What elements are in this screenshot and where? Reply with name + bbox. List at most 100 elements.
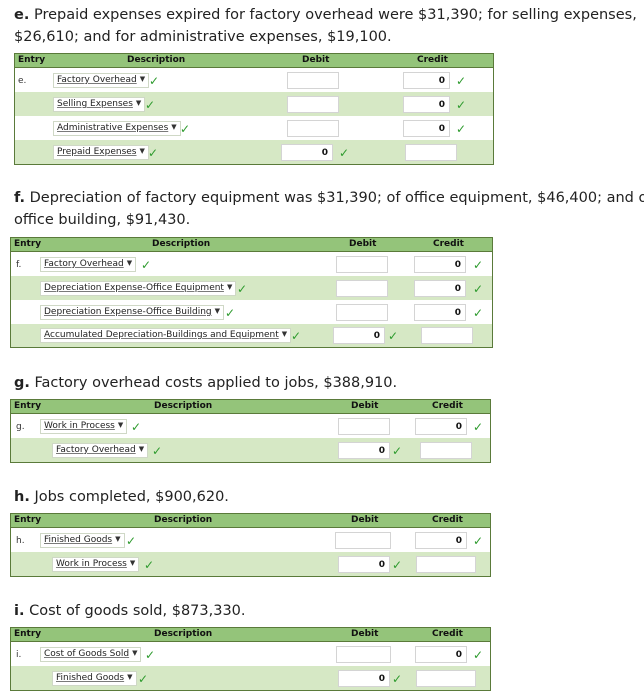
- entry-label: e.: [18, 76, 27, 86]
- prompt-line-1: Depreciation of factory equipment was $3…: [29, 190, 644, 206]
- table-row: g. Work in Process ▼ ✓ 0 ✓: [11, 414, 490, 438]
- column-credit: Credit: [433, 239, 464, 249]
- section-f-prompt: f. Depreciation of factory equipment was…: [14, 187, 644, 209]
- section-e-prompt: e. Prepaid expenses expired for factory …: [14, 4, 637, 26]
- account-label: Factory Overhead: [56, 445, 136, 455]
- account-dropdown[interactable]: Accumulated Depreciation-Buildings and E…: [40, 328, 292, 343]
- debit-input[interactable]: [335, 532, 391, 549]
- debit-input[interactable]: 0: [338, 442, 390, 459]
- account-dropdown[interactable]: Selling Expenses ▼: [53, 97, 146, 112]
- checkmark-icon: ✓: [145, 98, 156, 112]
- checkmark-icon: ✓: [141, 258, 152, 272]
- account-dropdown[interactable]: Finished Goods ▼: [40, 533, 125, 548]
- table-row: Accumulated Depreciation-Buildings and E…: [11, 324, 492, 347]
- account-dropdown[interactable]: Factory Overhead ▼: [53, 73, 150, 88]
- checkmark-icon: ✓: [473, 306, 484, 320]
- account-label: Cost of Goods Sold: [44, 649, 130, 659]
- debit-input[interactable]: [336, 280, 388, 297]
- column-description: Description: [154, 629, 213, 639]
- entry-label: f.: [16, 260, 22, 270]
- checkmark-icon: ✓: [473, 282, 484, 296]
- account-dropdown[interactable]: Work in Process ▼: [40, 419, 128, 434]
- checkmark-icon: ✓: [145, 648, 156, 662]
- account-label: Administrative Expenses: [57, 123, 169, 133]
- checkmark-icon: ✓: [456, 122, 467, 136]
- caret-down-icon: ▼: [135, 99, 142, 107]
- section-letter: g.: [14, 375, 30, 391]
- account-label: Depreciation Expense-Office Equipment: [44, 283, 224, 293]
- credit-input[interactable]: [420, 442, 472, 459]
- section-i: i. Cost of goods sold, $873,330.: [14, 600, 246, 622]
- account-label: Selling Expenses: [57, 99, 133, 109]
- credit-input[interactable]: 0: [403, 72, 450, 89]
- caret-down-icon: ▼: [129, 559, 136, 567]
- account-dropdown[interactable]: Factory Overhead ▼: [52, 443, 149, 458]
- column-debit: Debit: [351, 629, 379, 639]
- debit-input[interactable]: 0: [338, 670, 390, 687]
- account-label: Depreciation Expense-Office Building: [44, 307, 212, 317]
- account-label: Prepaid Expenses: [57, 147, 137, 157]
- credit-input[interactable]: [416, 670, 476, 687]
- debit-input[interactable]: [338, 418, 390, 435]
- prompt-line-2: $26,610; and for administrative expenses…: [14, 29, 392, 45]
- credit-input[interactable]: [421, 327, 473, 344]
- debit-input[interactable]: [287, 120, 339, 137]
- table-row: Depreciation Expense-Office Building ▼ ✓ …: [11, 300, 492, 324]
- credit-input[interactable]: 0: [403, 120, 450, 137]
- table-row: Factory Overhead ▼ ✓ 0 ✓: [11, 438, 490, 462]
- credit-input[interactable]: 0: [415, 418, 467, 435]
- credit-input[interactable]: 0: [415, 646, 467, 663]
- checkmark-icon: ✓: [456, 98, 467, 112]
- checkmark-icon: ✓: [392, 672, 403, 686]
- debit-input[interactable]: [287, 96, 339, 113]
- section-h-prompt: h. Jobs completed, $900,620.: [14, 486, 229, 508]
- account-dropdown[interactable]: Work in Process ▼: [52, 557, 140, 572]
- table-header: Entry Description Debit Credit: [11, 238, 492, 252]
- column-debit: Debit: [351, 401, 379, 411]
- account-dropdown[interactable]: Finished Goods ▼: [52, 671, 137, 686]
- credit-input[interactable]: 0: [414, 304, 466, 321]
- account-dropdown[interactable]: Factory Overhead ▼: [40, 257, 137, 272]
- credit-input[interactable]: [416, 556, 476, 573]
- section-letter: h.: [14, 489, 30, 505]
- credit-input[interactable]: 0: [403, 96, 450, 113]
- column-description: Description: [154, 515, 213, 525]
- account-dropdown[interactable]: Prepaid Expenses ▼: [53, 145, 149, 160]
- caret-down-icon: ▼: [126, 259, 133, 267]
- column-credit: Credit: [432, 515, 463, 525]
- table-header: Entry Description Debit Credit: [11, 400, 490, 414]
- account-dropdown[interactable]: Cost of Goods Sold ▼: [40, 647, 142, 662]
- credit-input[interactable]: [405, 144, 457, 161]
- credit-input[interactable]: 0: [415, 532, 467, 549]
- table-row: Depreciation Expense-Office Equipment ▼ ✓…: [11, 276, 492, 300]
- account-dropdown[interactable]: Administrative Expenses ▼: [53, 121, 181, 136]
- debit-input[interactable]: [287, 72, 339, 89]
- caret-down-icon: ▼: [132, 649, 138, 657]
- column-entry: Entry: [14, 629, 42, 639]
- account-dropdown[interactable]: Depreciation Expense-Office Building ▼: [40, 305, 225, 320]
- journal-table-i: Entry Description Debit Credit i. Cost o…: [10, 627, 491, 691]
- column-debit: Debit: [351, 515, 379, 525]
- debit-input[interactable]: [336, 256, 388, 273]
- debit-input[interactable]: [336, 646, 391, 663]
- prompt-line-1: Cost of goods sold, $873,330.: [29, 603, 246, 619]
- prompt-line-1: Prepaid expenses expired for factory ove…: [33, 7, 637, 23]
- debit-input[interactable]: [336, 304, 388, 321]
- prompt-line-2: office building, $91,430.: [14, 212, 191, 228]
- caret-down-icon: ▼: [115, 535, 121, 543]
- debit-input[interactable]: 0: [281, 144, 333, 161]
- section-g-prompt: g. Factory overhead costs applied to job…: [14, 372, 397, 394]
- journal-table-h: Entry Description Debit Credit h. Finish…: [10, 513, 491, 577]
- checkmark-icon: ✓: [291, 329, 302, 343]
- credit-input[interactable]: 0: [414, 280, 466, 297]
- account-dropdown[interactable]: Depreciation Expense-Office Equipment ▼: [40, 281, 237, 296]
- debit-input[interactable]: 0: [338, 556, 390, 573]
- credit-input[interactable]: 0: [414, 256, 466, 273]
- account-label: Work in Process: [44, 421, 115, 431]
- checkmark-icon: ✓: [126, 534, 137, 548]
- caret-down-icon: ▼: [127, 673, 133, 681]
- checkmark-icon: ✓: [473, 534, 484, 548]
- caret-down-icon: ▼: [139, 147, 145, 155]
- journal-table-e: Entry Description Debit Credit e. Factor…: [14, 53, 494, 165]
- debit-input[interactable]: 0: [333, 327, 385, 344]
